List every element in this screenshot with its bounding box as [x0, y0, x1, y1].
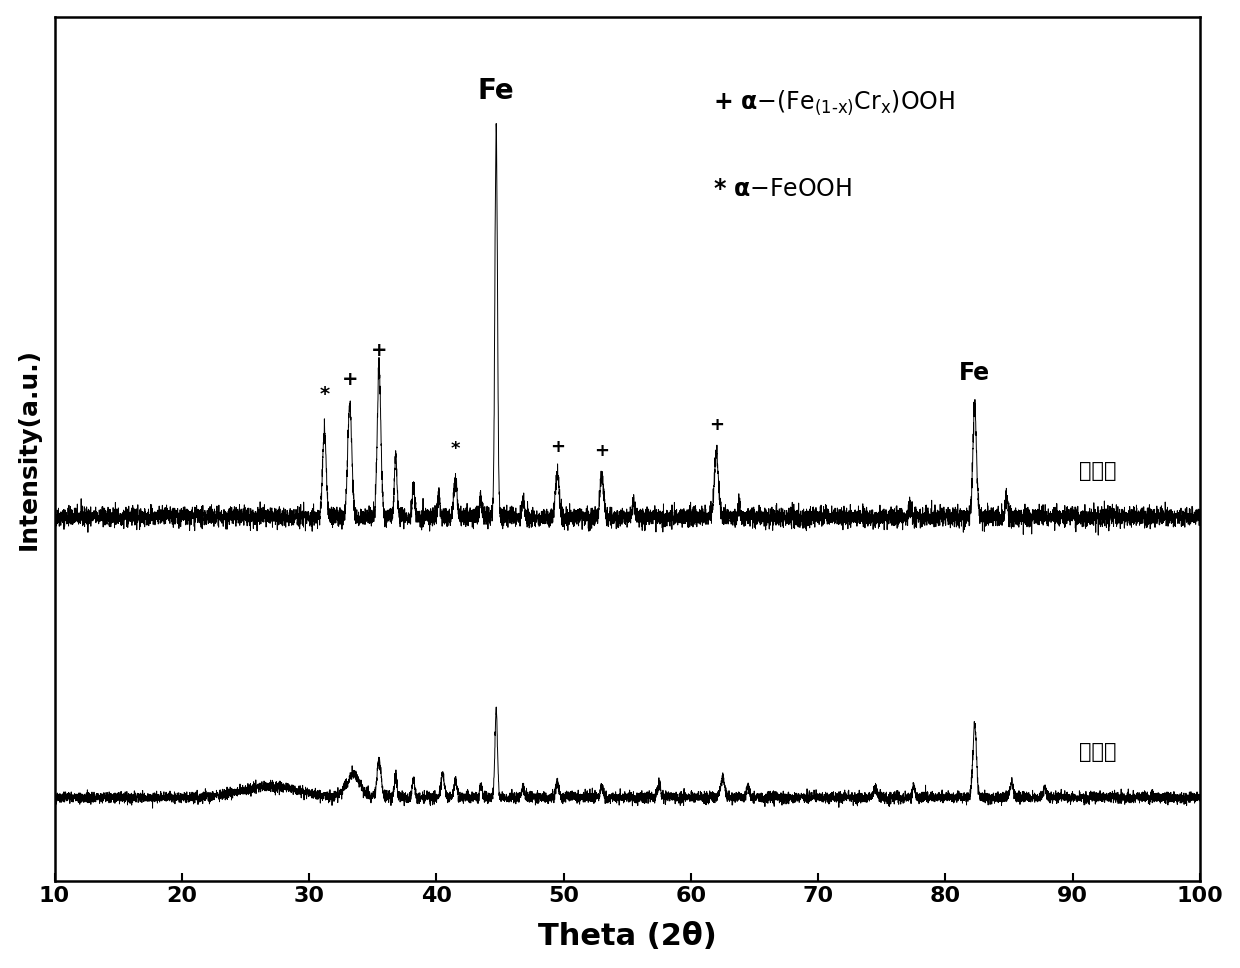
Text: Fe: Fe	[959, 360, 991, 384]
Text: Fe: Fe	[477, 76, 515, 105]
Text: 使用后: 使用后	[1079, 462, 1116, 481]
Text: +: +	[371, 341, 387, 359]
Text: *: *	[319, 384, 330, 404]
Text: $\mathbf{+\ \alpha\mathrm{-(Fe_{(1\text{-}x)}Cr_{x})OOH}}$: $\mathbf{+\ \alpha\mathrm{-(Fe_{(1\text{…	[713, 89, 955, 117]
Text: +: +	[549, 439, 564, 456]
Text: +: +	[594, 442, 609, 461]
Text: 使用前: 使用前	[1079, 741, 1116, 762]
Text: +: +	[709, 416, 724, 435]
Text: *: *	[450, 440, 460, 459]
Text: $\mathbf{*\ \alpha\mathrm{-FeOOH}}$: $\mathbf{*\ \alpha\mathrm{-FeOOH}}$	[713, 177, 852, 201]
X-axis label: Theta (2θ): Theta (2θ)	[538, 923, 717, 952]
Y-axis label: Intensity(a.u.): Intensity(a.u.)	[16, 348, 41, 550]
Text: +: +	[341, 371, 358, 389]
